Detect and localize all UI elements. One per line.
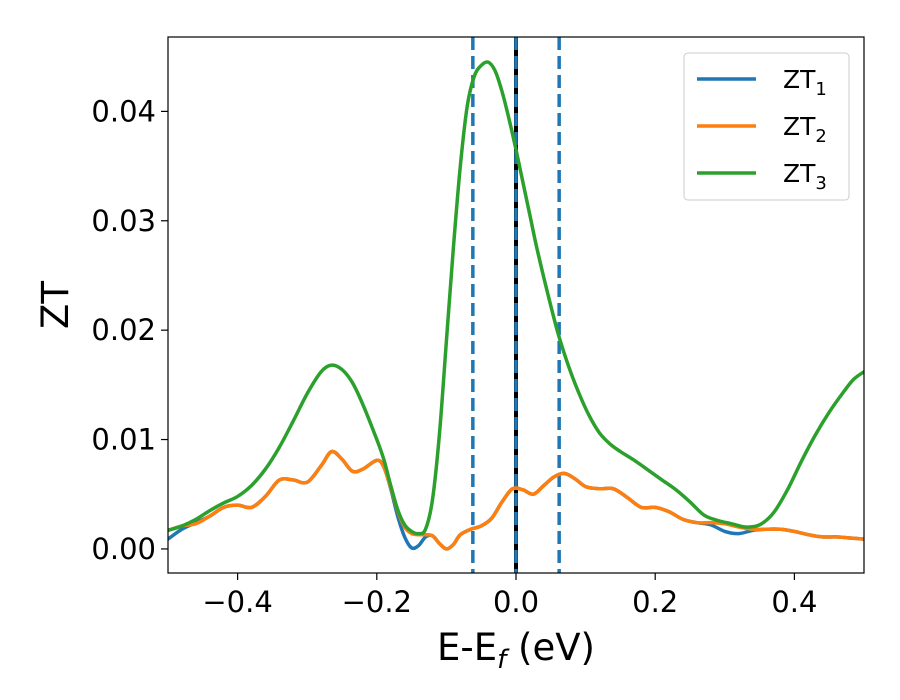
y-tick-label: 0.04 (91, 94, 156, 128)
series-line-zt3 (168, 60, 864, 536)
legend-frame (683, 52, 850, 201)
x-tick-label: −0.4 (202, 585, 272, 619)
legend: ZT1 ZT2 ZT3 (683, 52, 850, 201)
legend-label-zt3: ZT3 (783, 159, 827, 194)
x-tick-label: 0.4 (771, 585, 817, 619)
y-tick-label: 0.00 (91, 532, 156, 566)
y-tick-label: 0.01 (91, 423, 156, 457)
series-layer (168, 60, 864, 551)
y-axis-label: ZT (34, 281, 77, 329)
legend-label-zt2: ZT2 (783, 112, 827, 147)
x-axis-label: E-Ef (eV) (437, 626, 595, 675)
legend-label-zt1: ZT1 (783, 65, 827, 100)
y-axis-ticks: 0.00 0.01 0.02 0.03 0.04 (91, 94, 168, 566)
x-tick-label: −0.2 (342, 585, 412, 619)
x-axis-ticks: −0.4 −0.2 0.0 0.2 0.4 (202, 573, 817, 619)
x-tick-label: 0.0 (493, 585, 539, 619)
y-tick-label: 0.02 (91, 313, 156, 347)
y-tick-label: 0.03 (91, 204, 156, 238)
reference-lines (471, 37, 561, 573)
x-tick-label: 0.2 (632, 585, 678, 619)
